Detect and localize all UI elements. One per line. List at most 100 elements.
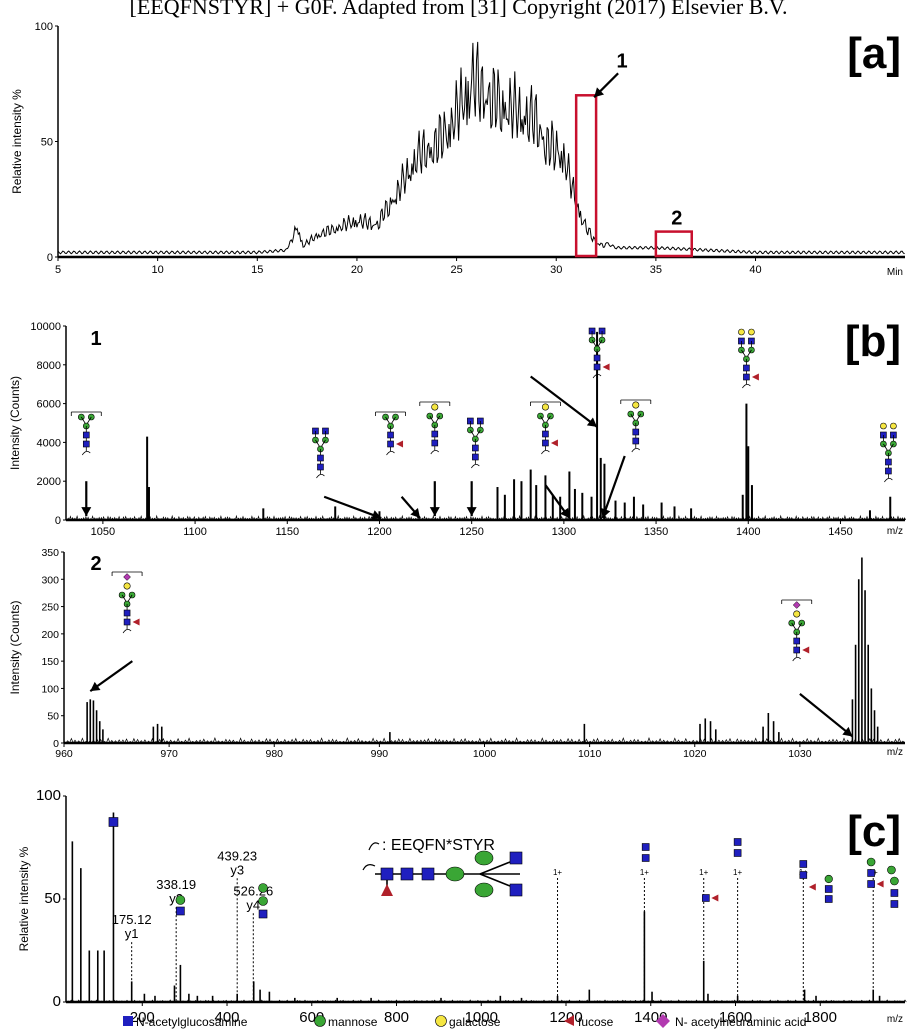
glcnac-icon (793, 637, 801, 645)
charge-label: 1+ (733, 868, 742, 877)
glcnac-icon (82, 431, 90, 439)
glcnac-icon (380, 867, 394, 881)
neuac-icon (123, 573, 131, 581)
glcnac-icon (400, 867, 414, 881)
glcnac-icon (472, 444, 479, 452)
legend-neuac: N- acetylneuraminic acid (675, 1015, 806, 1029)
x-tick-label: 1800 (804, 1009, 837, 1026)
x-tick-label: 1010 (578, 748, 602, 760)
x-tick-label: 30 (550, 264, 562, 276)
fragment-ion-label: y1 (125, 926, 139, 941)
x-tick-label: 1400 (736, 526, 760, 538)
x-tick-label: 980 (265, 748, 283, 760)
galactose-icon (123, 582, 131, 590)
glcnac-icon (824, 895, 833, 903)
glcnac-icon (793, 646, 801, 654)
glcnac-icon (885, 467, 892, 475)
g0f-structure-icon (362, 850, 523, 898)
chromatogram-trace (57, 41, 905, 255)
glcnac-icon (258, 909, 268, 919)
y-axis-label: Intensity (Counts) (8, 600, 22, 694)
glcnac-icon (509, 883, 523, 897)
glcnac-icon (641, 843, 650, 851)
x-tick-label: 1200 (549, 1009, 582, 1026)
y-axis-label: Intensity (Counts) (8, 376, 22, 470)
galactose-icon (748, 328, 755, 336)
charge-label: 1+ (699, 868, 708, 877)
fucose-icon (808, 883, 816, 891)
galactose-icon (738, 328, 745, 336)
peptide-sequence-label: : EEQFN*STYR (382, 837, 495, 854)
x-tick-label: 800 (384, 1009, 409, 1026)
glcnac-icon (123, 1016, 133, 1026)
x-tick-label: 1450 (828, 526, 852, 538)
arrow-head (90, 681, 101, 692)
glycan-icon (530, 401, 561, 455)
panel-label-b: [b] (845, 317, 901, 366)
y-tick-label: 250 (41, 602, 59, 614)
glcnac-icon (431, 439, 439, 447)
y-tick-label: 0 (53, 738, 59, 750)
x-tick-label: 1000 (473, 748, 497, 760)
sub-panel-label-1: 1 (90, 328, 101, 350)
glcnac-icon (542, 430, 549, 438)
fucose-icon (396, 440, 404, 448)
mannose-icon (445, 866, 465, 882)
glcnac-icon (641, 854, 650, 862)
y-tick-label: 10000 (30, 321, 61, 333)
y-tick-label: 0 (53, 993, 61, 1010)
region-box-1 (574, 94, 598, 258)
glcnac-icon (743, 373, 750, 381)
glcnac-icon (421, 867, 435, 881)
x-tick-label: 1020 (683, 748, 707, 760)
mannose-icon (314, 1015, 326, 1027)
baseline-noise (65, 514, 907, 522)
arrow-head (600, 507, 611, 519)
charge-label: 1+ (553, 868, 562, 877)
x-tick-label: 25 (450, 264, 462, 276)
region-label-1: 1 (617, 50, 628, 72)
panel-label-c: [c] (847, 807, 901, 856)
baseline-noise (65, 999, 907, 1003)
glycan-icon (375, 411, 406, 456)
legend-glcnac: N-acetylglucosamine (136, 1015, 248, 1029)
glycan-icon (312, 427, 329, 479)
y-tick-label: 0 (47, 252, 53, 264)
x-tick-label: 40 (749, 264, 761, 276)
neuac-icon (656, 1014, 670, 1028)
fucose-icon (602, 363, 610, 371)
y-tick-label: 350 (41, 547, 59, 559)
glycan-icon (620, 399, 652, 453)
glcnac-icon (176, 906, 185, 916)
y-tick-label: 50 (44, 890, 61, 907)
legend-fucose: fucose (578, 1015, 614, 1029)
mannose-icon (258, 883, 268, 893)
symbol-legend: N-acetylglucosamine mannose galactose fucos… (123, 1014, 806, 1029)
sub-panel-label-2: 2 (90, 553, 101, 575)
x-tick-label: 5 (55, 264, 61, 276)
x-tick-label: 15 (251, 264, 263, 276)
x-tick-label: 35 (650, 264, 662, 276)
fragment-mz-label: 439.23 (217, 848, 257, 863)
glcnac-icon (317, 454, 324, 462)
mannose-icon (474, 850, 494, 866)
glcnac-icon (799, 860, 808, 868)
fucose-icon (550, 439, 558, 447)
fucose-icon (711, 894, 719, 902)
glycan-icon (781, 599, 813, 662)
glcnac-icon (542, 439, 549, 447)
panel-label-a: [a] (847, 29, 901, 78)
glycan-icon (419, 401, 451, 455)
arrow-head (429, 507, 440, 517)
y-axis-label: Relative intensity % (17, 846, 31, 951)
x-tick-label: 1250 (459, 526, 483, 538)
y-axis-label: Relative intensity % (10, 89, 24, 194)
y-tick-label: 200 (41, 629, 59, 641)
fragment-mz-label: 526.26 (233, 883, 273, 898)
glcnac-icon (824, 885, 833, 893)
charge-label: 1+ (640, 868, 649, 877)
neuac-icon (792, 601, 801, 609)
x-tick-label: 1200 (367, 526, 391, 538)
annotation-arrow (323, 495, 382, 520)
